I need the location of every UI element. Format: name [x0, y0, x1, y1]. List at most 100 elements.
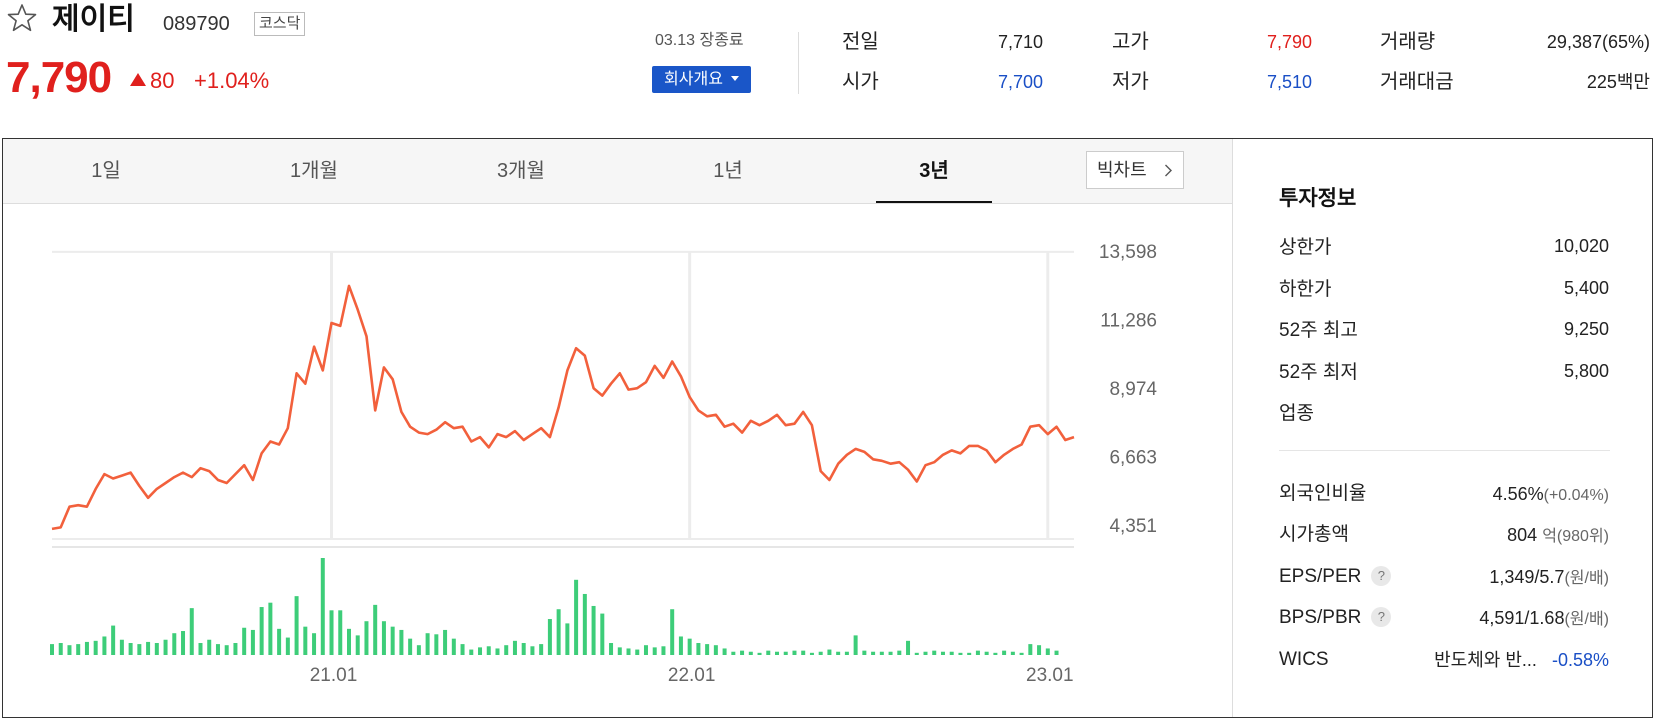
volume-bar: [84, 641, 89, 655]
volume-bar: [1002, 650, 1007, 655]
volume-bar: [818, 651, 823, 655]
price-change-percent: +1.04%: [194, 68, 270, 93]
volume-bar: [809, 652, 814, 655]
industry-label: 업종: [1279, 403, 1314, 424]
upper-limit-label: 상한가: [1279, 237, 1332, 258]
volume-bar: [486, 646, 491, 655]
volume-bar: [783, 651, 788, 655]
volume-bar: [888, 651, 893, 655]
tab-3month[interactable]: 3개월: [497, 160, 545, 182]
favorite-star-icon[interactable]: [6, 2, 38, 34]
volume-bar: [670, 609, 675, 655]
volume-bar: [801, 650, 806, 655]
volume-bar: [373, 604, 378, 655]
volume-bar: [1037, 645, 1042, 655]
volume-bar: [539, 644, 544, 655]
volume-bar: [268, 602, 273, 655]
price-change: 80: [130, 66, 174, 96]
volume-bar: [303, 626, 308, 655]
volume-bar: [285, 637, 290, 655]
volume-bar: [198, 643, 203, 655]
y-tick-label: 13,598: [1099, 242, 1157, 263]
x-tick-label: 23.01: [1026, 665, 1074, 686]
tab-3year[interactable]: 3년: [919, 160, 949, 182]
market-badge: 코스닥: [254, 12, 306, 36]
bps-pbr-unit: (원/배): [1564, 611, 1609, 628]
volume-bar: [687, 638, 692, 655]
eps-per-unit: (원/배): [1564, 570, 1609, 587]
volume-bar: [451, 638, 456, 655]
low-label: 저가: [1112, 71, 1149, 93]
open-label: 시가: [842, 71, 879, 93]
volume-bar: [705, 644, 710, 655]
volume-bar: [460, 644, 465, 655]
volume-bar: [102, 636, 107, 655]
week52-low-value: 5,800: [1563, 361, 1609, 381]
volume-bar: [993, 652, 998, 655]
volume-bar: [50, 644, 54, 655]
eps-per-label: EPS/PER?: [1279, 563, 1392, 591]
y-tick-label: 6,663: [1109, 447, 1157, 468]
volume-bar: [949, 651, 954, 655]
bps-pbr-text: BPS/PBR: [1279, 607, 1362, 628]
price-line: [51, 284, 1075, 531]
volume-bar: [154, 643, 159, 655]
volume-bar: [600, 613, 605, 655]
market-close-info: 03.13 장종료: [655, 32, 744, 49]
volume-bar: [242, 627, 247, 655]
volume-bar: [617, 647, 622, 655]
volume-bar: [643, 645, 648, 655]
eps-per-value: 1,349/5.7(원/배): [1489, 563, 1609, 593]
volume-bar: [556, 609, 561, 655]
volume-bar: [923, 651, 928, 655]
volume-bar: [277, 628, 282, 655]
volume-bar: [897, 650, 902, 655]
price-chart[interactable]: 13,598 11,286 8,974 6,663 4,351 21.01 22.01 23…: [0, 203, 1232, 703]
volume-bar: [661, 646, 666, 655]
week52-low-label: 52주 최저: [1279, 362, 1358, 383]
volume-bar: [1054, 650, 1059, 655]
volume-value: 29,387(65%): [1546, 32, 1650, 52]
market-cap-rank: (980위): [1556, 528, 1609, 545]
foreign-ratio: 4.56%: [1492, 484, 1544, 504]
volume-bar: [67, 645, 72, 655]
invest-info-title: 투자정보: [1279, 187, 1357, 210]
eps-per: 1,349/5.7: [1489, 567, 1565, 587]
foreign-ratio-label: 외국인비율: [1279, 483, 1367, 504]
volume-bar: [740, 650, 745, 655]
volume-bar: [189, 608, 194, 655]
volume-bar: [565, 623, 570, 655]
tab-1month[interactable]: 1개월: [290, 160, 338, 182]
help-icon[interactable]: ?: [1371, 607, 1392, 627]
big-chart-button[interactable]: 빅차트: [1086, 151, 1184, 189]
volume-bar: [137, 644, 142, 655]
volume-bar: [792, 650, 797, 655]
volume-bar: [381, 621, 386, 655]
price-change-value: 80: [150, 68, 175, 93]
volume-bar: [609, 643, 614, 655]
volume-bar: [355, 635, 360, 655]
company-overview-button[interactable]: 회사개요: [652, 66, 751, 93]
tab-1day[interactable]: 1일: [91, 160, 121, 182]
bps-pbr-value: 4,591/1.68(원/배): [1479, 604, 1609, 634]
volume-bar: [521, 643, 526, 655]
bps-pbr-label: BPS/PBR?: [1279, 604, 1392, 632]
prev-close-label: 전일: [842, 31, 879, 53]
help-icon[interactable]: ?: [1371, 566, 1392, 586]
market-cap: 804: [1507, 525, 1538, 545]
wics-label: WICS: [1279, 649, 1329, 670]
volume-bar: [932, 650, 937, 655]
volume-bar: [512, 640, 517, 655]
volume-bar: [163, 639, 168, 655]
volume-bar: [836, 651, 841, 655]
wics-value[interactable]: 반도체와 반... -0.58%: [1434, 646, 1609, 674]
amount-label: 거래대금: [1380, 71, 1454, 93]
tab-1year[interactable]: 1년: [713, 160, 743, 182]
market-cap-label: 시가총액: [1279, 524, 1349, 545]
bps-pbr: 4,591/1.68: [1479, 608, 1565, 628]
wics-sector: 반도체와 반...: [1434, 650, 1537, 670]
volume-label: 거래량: [1380, 31, 1436, 53]
volume-bar: [346, 628, 351, 655]
volume-bar: [713, 645, 718, 655]
volume-bar: [1010, 651, 1015, 655]
